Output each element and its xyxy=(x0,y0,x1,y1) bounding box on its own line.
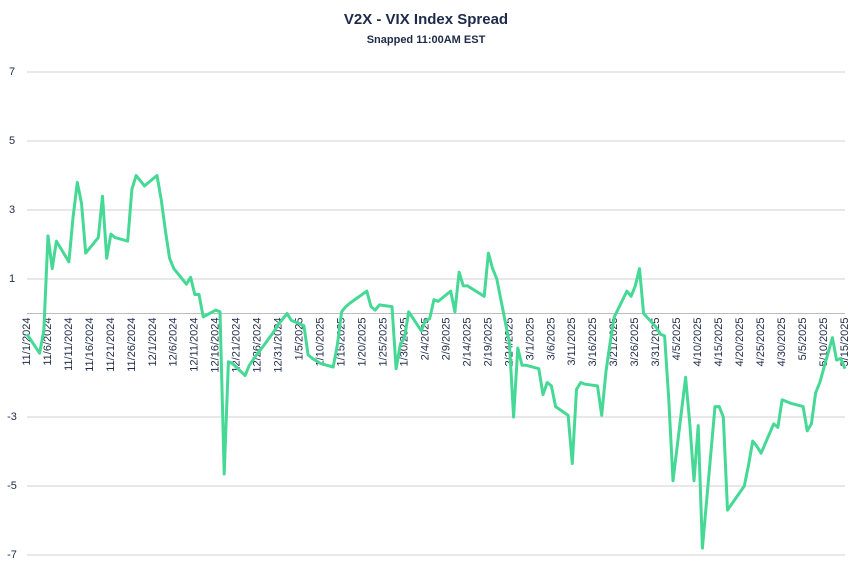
x-tick-label: 4/30/2025 xyxy=(776,318,788,367)
x-tick-label: 3/16/2025 xyxy=(587,318,599,367)
data-line xyxy=(25,174,847,550)
x-tick-label: 4/5/2025 xyxy=(671,318,683,361)
x-tick-label: 5/15/2025 xyxy=(839,318,851,367)
x-tick-label: 1/5/2025 xyxy=(294,318,306,361)
x-tick-label: 4/25/2025 xyxy=(755,318,767,367)
x-tick-label: 4/10/2025 xyxy=(692,318,704,367)
y-tick-label: -5 xyxy=(7,480,17,492)
y-tick-label: 1 xyxy=(9,273,15,285)
y-tick-label: 3 xyxy=(9,204,15,216)
x-tick-label: 5/10/2025 xyxy=(818,318,830,367)
x-tick-label: 11/21/2024 xyxy=(105,318,117,372)
x-tick-label: 11/16/2024 xyxy=(84,318,96,372)
y-tick-label: -3 xyxy=(7,411,17,423)
chart-subtitle: Snapped 11:00AM EST xyxy=(367,34,486,46)
x-tick-label: 12/26/2024 xyxy=(252,318,264,373)
x-tick-label: 12/11/2024 xyxy=(189,318,201,372)
x-tick-label: 2/9/2025 xyxy=(440,318,452,361)
x-tick-label: 12/6/2024 xyxy=(168,318,180,367)
x-tick-label: 1/20/2025 xyxy=(356,318,368,367)
x-tick-label: 11/11/2024 xyxy=(63,318,75,371)
x-tick-label: 2/14/2025 xyxy=(461,318,473,367)
x-tick-label: 3/11/2025 xyxy=(566,318,578,366)
x-tick-label: 3/6/2025 xyxy=(545,318,557,361)
y-tick-label: -7 xyxy=(7,549,17,561)
y-tick-label: 7 xyxy=(9,66,15,78)
x-tick-label: 11/26/2024 xyxy=(126,318,138,372)
x-tick-label: 4/15/2025 xyxy=(713,318,725,367)
x-tick-label: 11/1/2024 xyxy=(21,318,33,366)
x-tick-label: 4/20/2025 xyxy=(734,318,746,367)
x-tick-label: 3/26/2025 xyxy=(629,318,641,367)
x-tick-label: 5/5/2025 xyxy=(797,318,809,361)
y-tick-label: 5 xyxy=(9,135,15,147)
x-tick-label: 12/1/2024 xyxy=(147,318,159,367)
x-tick-label: 1/30/2025 xyxy=(398,318,410,367)
x-tick-label: 1/25/2025 xyxy=(377,318,389,367)
x-tick-label: 12/16/2024 xyxy=(210,318,222,373)
x-tick-label: 12/21/2024 xyxy=(231,318,243,373)
x-tick-label: 2/19/2025 xyxy=(482,318,494,367)
chart-title: V2X - VIX Index Spread xyxy=(344,11,508,28)
x-tick-label: 1/10/2025 xyxy=(315,318,327,367)
x-tick-label: 3/1/2025 xyxy=(524,318,536,361)
